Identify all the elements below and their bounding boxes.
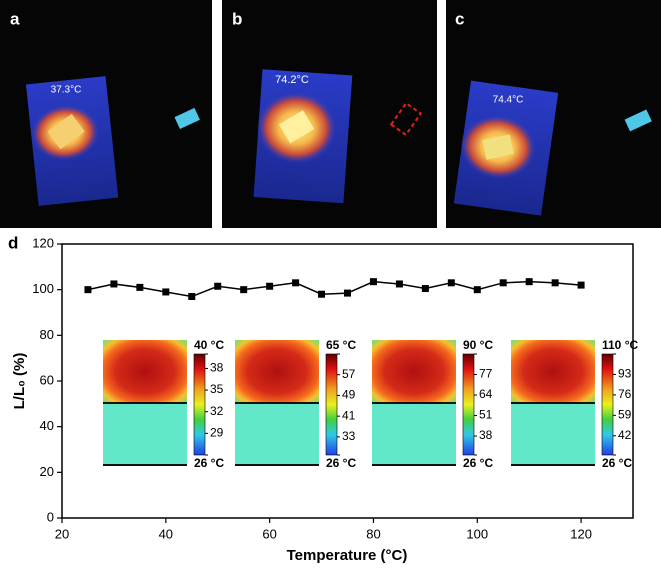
y-tick-label: 0: [47, 509, 54, 524]
x-tick-label: 100: [466, 526, 488, 541]
colorbar-max-label: 110 °C: [602, 338, 638, 352]
x-tick-label: 60: [262, 526, 276, 541]
data-point: [162, 288, 170, 296]
colorbar-tick-label: 76: [618, 387, 632, 401]
colorbar-min-label: 26 °C: [194, 456, 224, 470]
data-point: [292, 279, 300, 287]
heat-map: [103, 340, 187, 403]
colorbar-tick-label: 64: [479, 387, 493, 401]
panel-label: a: [10, 9, 20, 28]
substrate: [511, 403, 595, 465]
data-point: [240, 286, 248, 294]
y-tick-label: 60: [40, 372, 54, 387]
data-point: [525, 278, 533, 286]
colorbar: [325, 353, 338, 456]
data-point: [110, 280, 118, 288]
data-point: [318, 290, 326, 298]
colorbar-tick-label: 57: [342, 367, 356, 381]
data-point: [499, 279, 507, 287]
colorbar: [601, 353, 614, 456]
heat-map: [235, 340, 319, 403]
x-tick-label: 120: [570, 526, 592, 541]
colorbar-tick-label: 33: [342, 429, 356, 443]
colorbar-tick-label: 59: [618, 407, 632, 421]
substrate: [103, 403, 187, 465]
data-point: [577, 281, 585, 289]
colorbar-tick-label: 41: [342, 408, 356, 422]
colorbar-tick-label: 38: [210, 361, 224, 375]
colorbar-tick-label: 42: [618, 428, 632, 442]
colorbar-tick-label: 29: [210, 426, 224, 440]
colorbar-tick-label: 49: [342, 388, 356, 402]
data-point: [395, 280, 403, 288]
data-point: [447, 279, 455, 287]
x-tick-label: 20: [55, 526, 69, 541]
y-tick-label: 80: [40, 327, 54, 342]
data-point: [188, 293, 196, 301]
temperature-reading: 74.4°C: [493, 95, 524, 106]
y-axis-label: L/L₀ (%): [11, 353, 28, 410]
temperature-reading: 37.3°C: [51, 85, 82, 96]
panel-label: b: [232, 9, 242, 28]
colorbar-tick-label: 32: [210, 404, 224, 418]
y-tick-label: 40: [40, 418, 54, 433]
photo-c: 74.4°C c: [446, 0, 661, 228]
x-tick-label: 80: [366, 526, 380, 541]
colorbar-min-label: 26 °C: [326, 456, 356, 470]
data-point: [344, 289, 351, 297]
substrate: [235, 403, 319, 465]
data-point: [421, 285, 429, 293]
data-point: [214, 282, 222, 290]
heat-map: [372, 340, 456, 403]
colorbar: [462, 353, 475, 456]
panel-label: d: [8, 233, 18, 252]
x-axis-label: Temperature (°C): [287, 547, 408, 564]
colorbar-max-label: 65 °C: [326, 338, 356, 352]
colorbar-min-label: 26 °C: [602, 456, 632, 470]
photo-b: 74.2°C b: [222, 0, 437, 228]
y-tick-label: 100: [32, 281, 54, 296]
data-point: [551, 279, 559, 287]
colorbar-min-label: 26 °C: [463, 456, 493, 470]
x-tick-label: 40: [159, 526, 173, 541]
temperature-reading: 74.2°C: [275, 74, 309, 86]
data-point: [84, 286, 92, 294]
colorbar-tick-label: 51: [479, 408, 493, 422]
colorbar-max-label: 90 °C: [463, 338, 493, 352]
panel-label: c: [455, 9, 464, 28]
colorbar-tick-label: 35: [210, 382, 224, 396]
colorbar-tick-label: 38: [479, 428, 493, 442]
data-line: [87, 280, 582, 298]
data-point: [369, 278, 377, 286]
data-point: [473, 286, 481, 294]
colorbar-tick-label: 77: [479, 367, 493, 381]
colorbar-tick-label: 93: [618, 367, 632, 381]
y-tick-label: 20: [40, 464, 54, 479]
y-tick-label: 120: [32, 235, 54, 250]
colorbar: [193, 353, 206, 456]
substrate: [372, 403, 456, 465]
heat-map: [511, 340, 595, 403]
colorbar-max-label: 40 °C: [194, 338, 224, 352]
data-point: [266, 282, 274, 290]
data-point: [136, 283, 144, 291]
photo-a: 37.3°C a: [0, 0, 212, 228]
